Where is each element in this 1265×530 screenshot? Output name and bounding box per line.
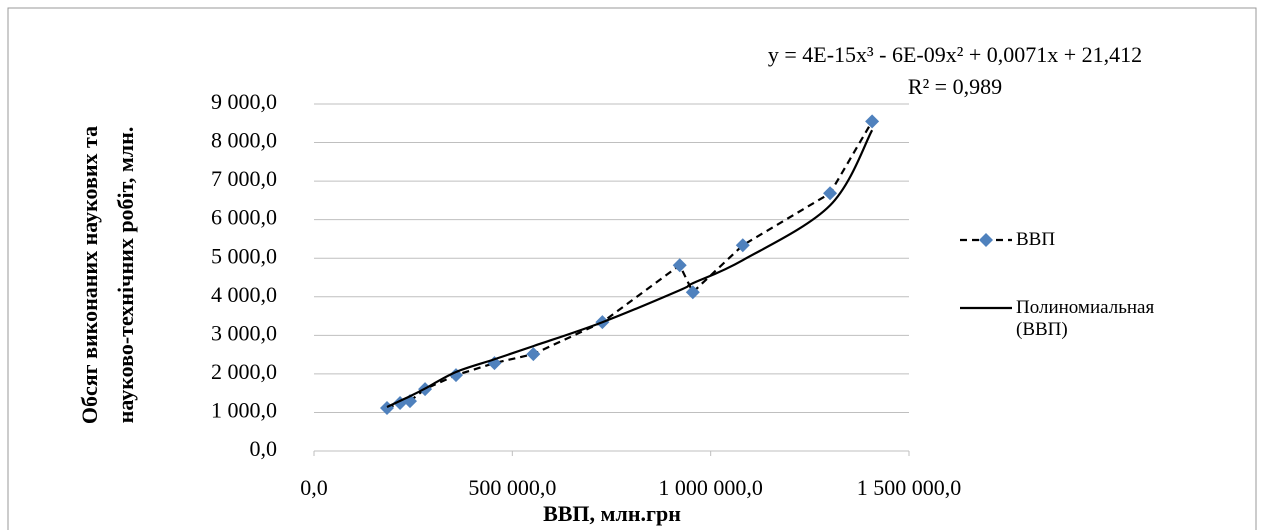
legend-marker [979,233,993,247]
trend-line [386,129,874,409]
equation: y = 4E-15x³ - 6E-09x² + 0,0071x + 21,412 [768,42,1142,67]
y-tick-label: 5 000,0 [211,243,277,268]
y-tick-label: 0,0 [250,436,278,461]
y-tick-label: 8 000,0 [211,128,277,153]
x-tick-label: 1 500 000,0 [857,475,962,500]
chart-border [7,7,1257,530]
y-tick-label: 6 000,0 [211,205,277,230]
data-point [379,401,394,416]
data-line [386,120,874,410]
x-tick-label: 500 000,0 [468,475,556,500]
y-tick-label: 4 000,0 [211,282,277,307]
data-point [823,186,838,201]
y-tick-label: 7 000,0 [211,166,277,191]
data-point [865,114,880,129]
y-tick-label: 9 000,0 [211,89,277,114]
r-squared: R² = 0,989 [908,74,1002,99]
y-axis-label: науково-технічних робіт, млн. [113,127,138,424]
x-tick-label: 0,0 [300,475,328,500]
data-point [735,238,750,253]
data-point [685,285,700,300]
legend-label: ВВП [1016,229,1056,250]
x-axis-label: ВВП, млн.грн [543,501,681,526]
legend-label: Полиномиальная (ВВП) [1016,297,1155,340]
data-point [526,347,541,362]
y-tick-label: 3 000,0 [211,320,277,345]
y-tick-label: 2 000,0 [211,359,277,384]
data-point [672,258,687,273]
y-tick-label: 1 000,0 [211,397,277,422]
x-tick-label: 1 000 000,0 [658,475,763,500]
y-axis-label: Обсяг виконаних наукових та [77,126,102,424]
